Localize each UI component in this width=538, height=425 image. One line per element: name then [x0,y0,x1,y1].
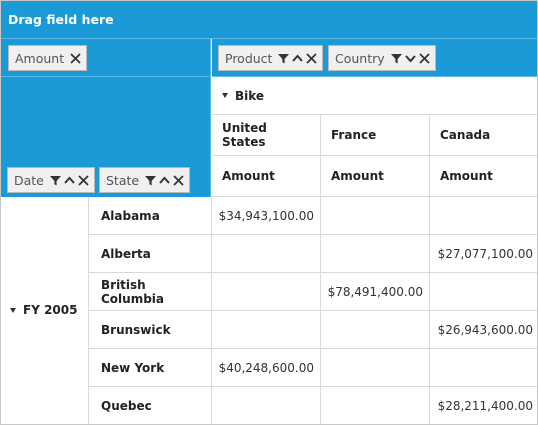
product-header-label: Bike [235,88,265,103]
value-cell [430,349,537,387]
value-cell [212,311,321,349]
close-icon[interactable] [305,52,318,65]
value-cell [321,197,430,235]
measure-header-label: Amount [331,169,384,183]
value-cell: $78,491,400.00 [321,273,430,311]
product-header[interactable]: Bike [212,77,537,115]
row-header-state: British Columbia [89,273,212,311]
measure-header: Amount [212,156,321,197]
value-cell [212,235,321,273]
country-header-label: France [331,128,377,142]
value-cell: $34,943,100.00 [212,197,321,235]
value-cell [430,273,537,311]
rows-area[interactable]: Date State [1,77,211,197]
columns-area[interactable]: Product Country [212,39,537,77]
collapse-icon[interactable] [222,93,228,98]
close-icon[interactable] [77,174,90,187]
state-chip[interactable]: State [99,167,191,193]
product-chip-label: Product [225,50,273,66]
sort-descending-icon[interactable] [404,52,417,65]
value-cell [212,387,321,424]
drag-field-label: Drag field here [8,12,114,27]
state-label: Brunswick [101,322,171,337]
date-chip[interactable]: Date [7,167,95,193]
value-text: $34,943,100.00 [218,208,314,223]
date-group-header[interactable]: FY 2005 [10,303,77,317]
value-cell [321,235,430,273]
value-cell: $27,077,100.00 [430,235,537,273]
value-cell [430,197,537,235]
sort-ascending-icon[interactable] [291,52,304,65]
measure-header-label: Amount [222,169,275,183]
value-text: $27,077,100.00 [437,246,533,261]
value-cell [321,311,430,349]
country-header: France [321,115,430,156]
values-area[interactable]: Amount [1,39,211,77]
filter-icon[interactable] [390,52,403,65]
measure-header: Amount [321,156,430,197]
measure-header: Amount [430,156,537,197]
value-cell [212,273,321,311]
value-text: $28,211,400.00 [437,399,533,413]
value-cell [321,387,430,424]
amount-chip[interactable]: Amount [8,45,88,71]
date-chip-label: Date [14,172,44,188]
value-text: $26,943,600.00 [437,322,533,337]
date-group-cell[interactable]: FY 2005 [1,197,89,424]
date-group-label: FY 2005 [23,303,78,317]
collapse-icon[interactable] [10,307,16,313]
country-chip-label: Country [335,50,385,66]
row-header-state: New York [89,349,212,387]
value-cell: $40,248,600.00 [212,349,321,387]
filter-icon[interactable] [49,174,62,187]
drag-field-area[interactable]: Drag field here [1,1,537,39]
row-header-state: Brunswick [89,311,212,349]
close-icon[interactable] [172,174,185,187]
row-header-state: Quebec [89,387,212,424]
sort-ascending-icon[interactable] [158,174,171,187]
country-chip[interactable]: Country [328,45,436,71]
row-header-state: Alabama [89,197,212,235]
row-header-state: Alberta [89,235,212,273]
state-label: British Columbia [101,277,165,306]
amount-chip-label: Amount [15,50,65,66]
value-cell: $26,943,600.00 [430,311,537,349]
state-chip-label: State [106,172,140,188]
close-icon[interactable] [418,52,431,65]
sort-ascending-icon[interactable] [63,174,76,187]
close-icon[interactable] [69,52,82,65]
value-text: $78,491,400.00 [327,284,423,299]
product-chip[interactable]: Product [218,45,324,71]
value-text: $40,248,600.00 [218,360,314,375]
value-cell [321,349,430,387]
state-label: New York [101,360,165,375]
state-label: Alabama [101,208,160,223]
measure-header-label: Amount [440,169,493,183]
state-label: Alberta [101,246,151,261]
filter-icon[interactable] [277,52,290,65]
filter-icon[interactable] [144,174,157,187]
country-header-label: Canada [440,128,491,142]
value-cell: $28,211,400.00 [430,387,537,424]
country-header-label: United States [222,121,267,149]
country-header: Canada [430,115,537,156]
state-label: Quebec [101,399,152,413]
country-header: United States [212,115,321,156]
